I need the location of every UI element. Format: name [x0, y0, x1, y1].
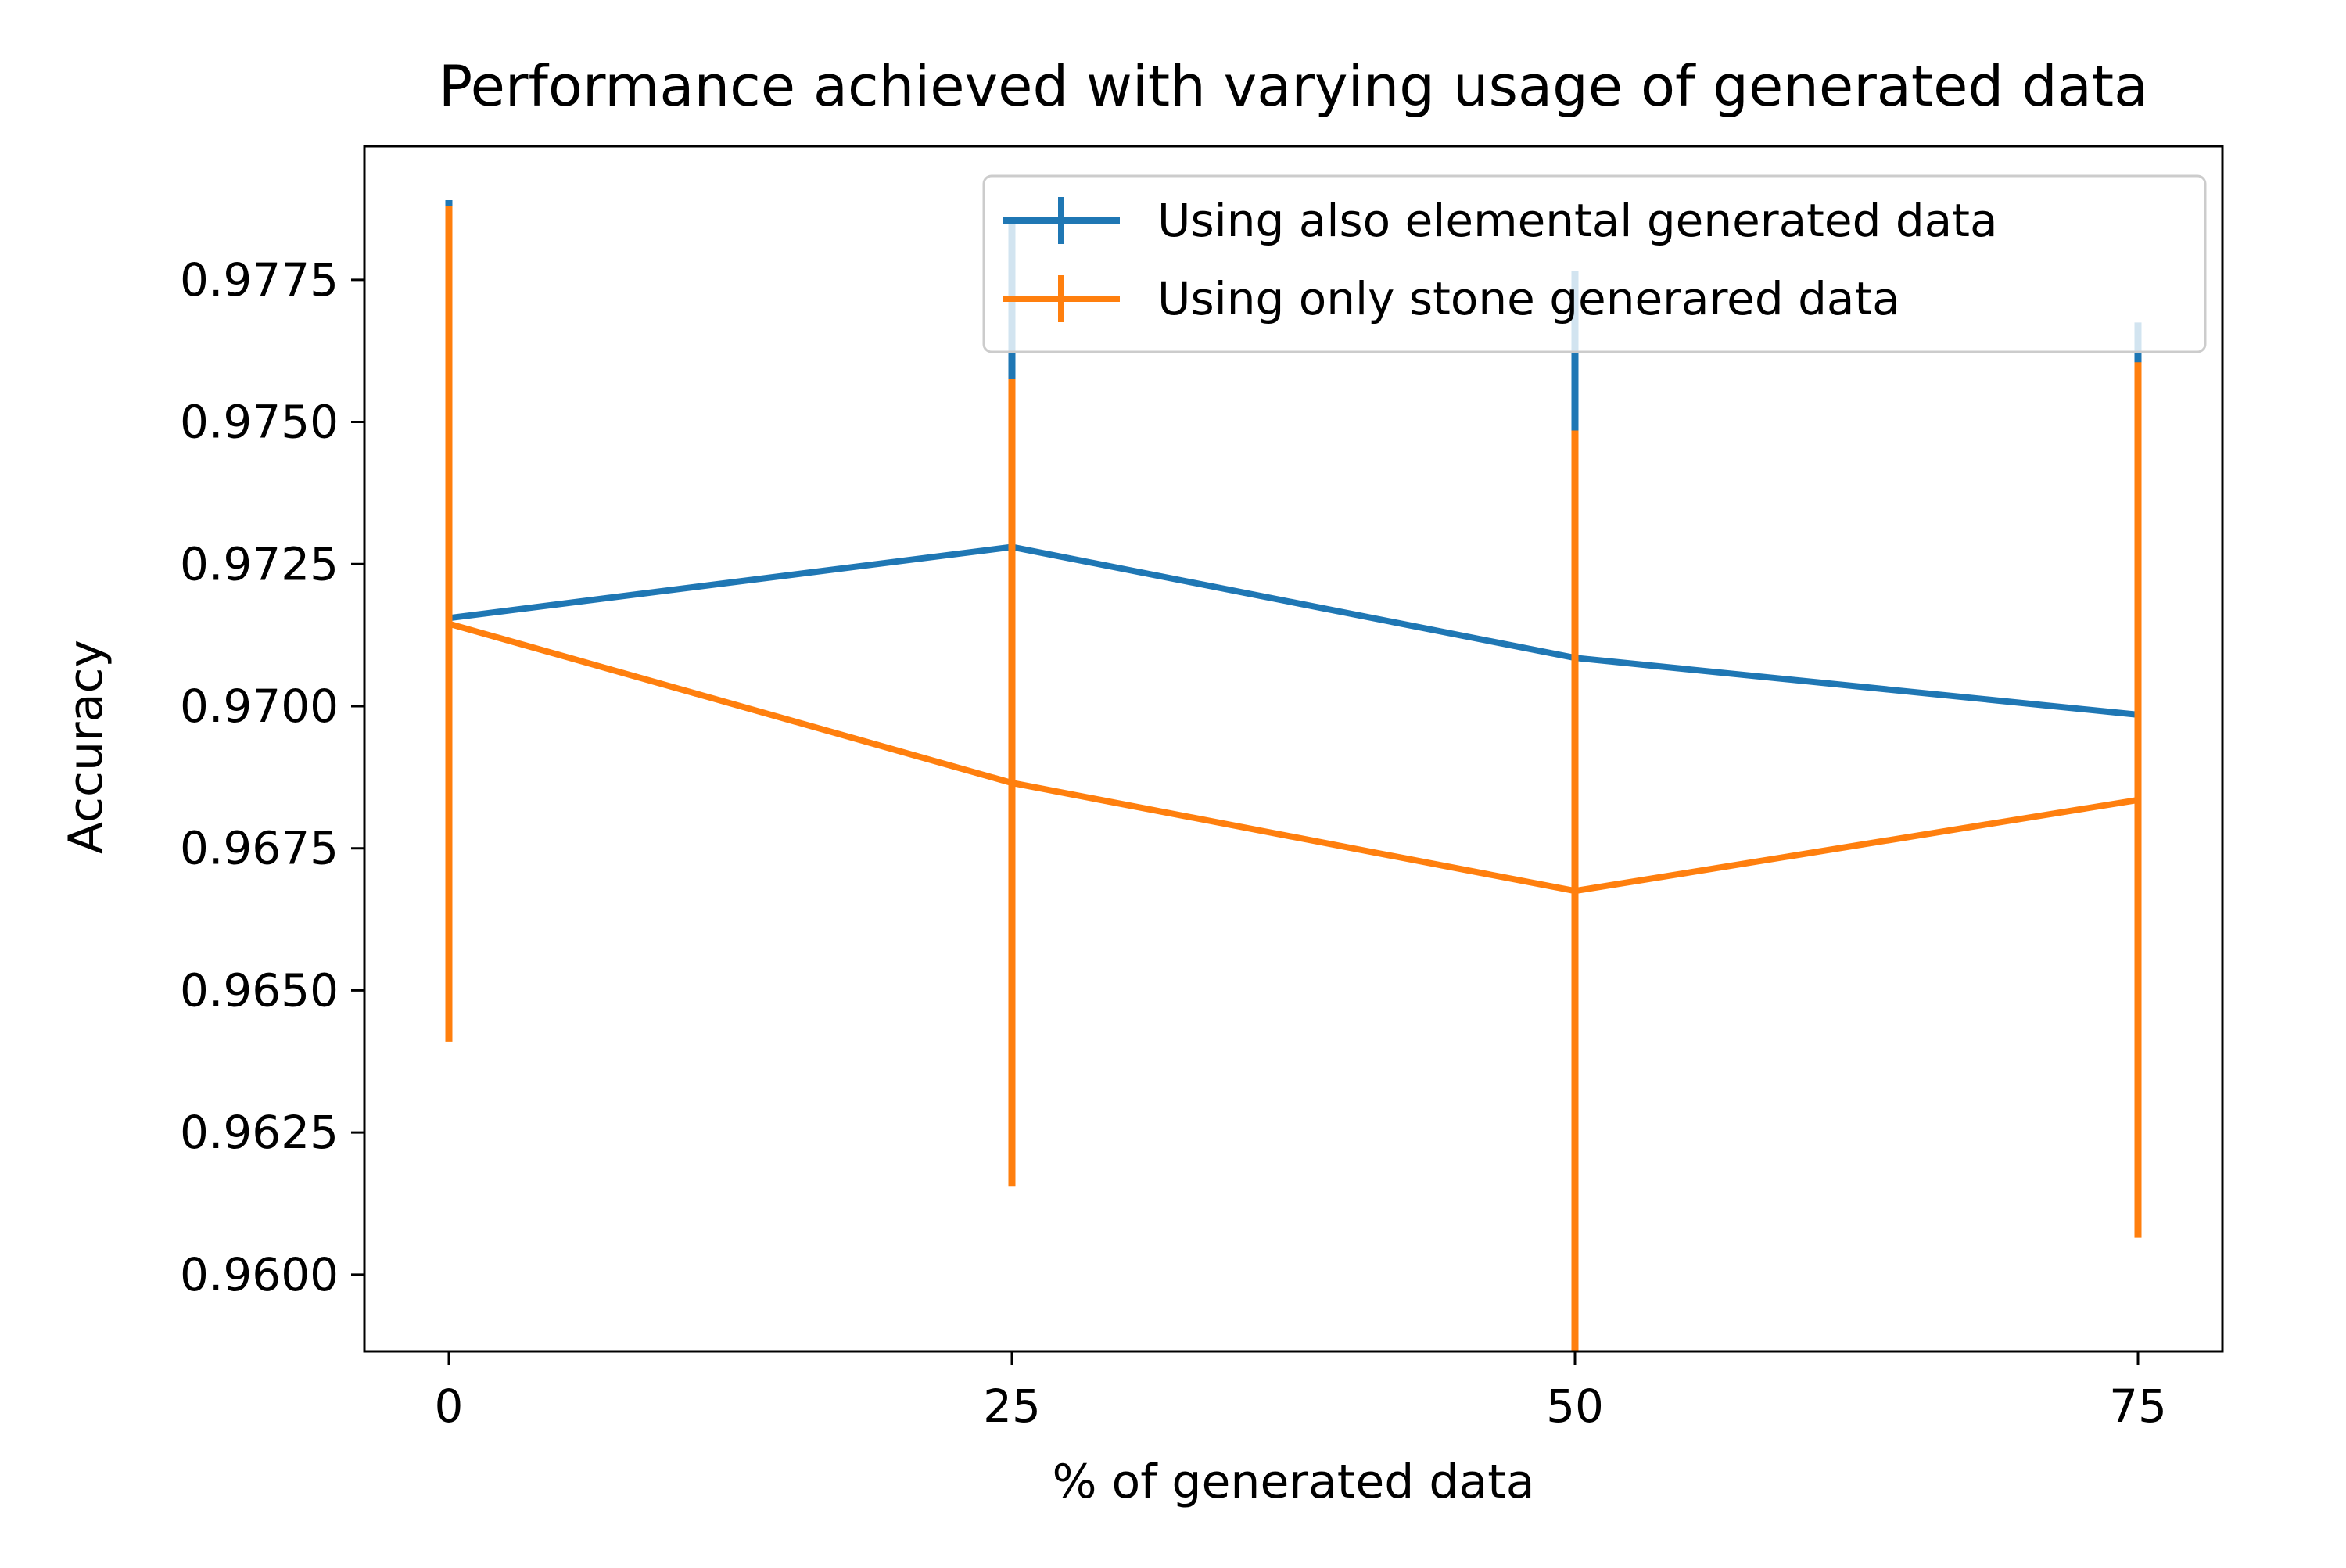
- y-tick-label: 0.9600: [180, 1248, 339, 1301]
- y-tick-label: 0.9725: [180, 537, 339, 590]
- y-axis-label: Accuracy: [59, 640, 113, 854]
- x-tick-label: 75: [2109, 1380, 2167, 1433]
- legend-label: Using only stone generared data: [1157, 272, 1900, 325]
- legend: Using also elemental generated data Using…: [984, 176, 2205, 352]
- y-tick-label: 0.9775: [180, 253, 339, 307]
- y-tick-label: 0.9750: [180, 396, 339, 449]
- x-tick-label: 0: [435, 1380, 464, 1433]
- x-tick-label: 50: [1546, 1380, 1604, 1433]
- chart-title: Performance achieved with varying usage …: [439, 53, 2148, 119]
- y-tick-label: 0.9625: [180, 1106, 339, 1159]
- y-tick-label: 0.9650: [180, 963, 339, 1017]
- y-tick-label: 0.9700: [180, 680, 339, 733]
- x-axis-label: % of generated data: [1052, 1455, 1534, 1509]
- x-tick-label: 25: [983, 1380, 1041, 1433]
- y-tick-label: 0.9675: [180, 822, 339, 875]
- legend-label: Using also elemental generated data: [1157, 194, 1998, 247]
